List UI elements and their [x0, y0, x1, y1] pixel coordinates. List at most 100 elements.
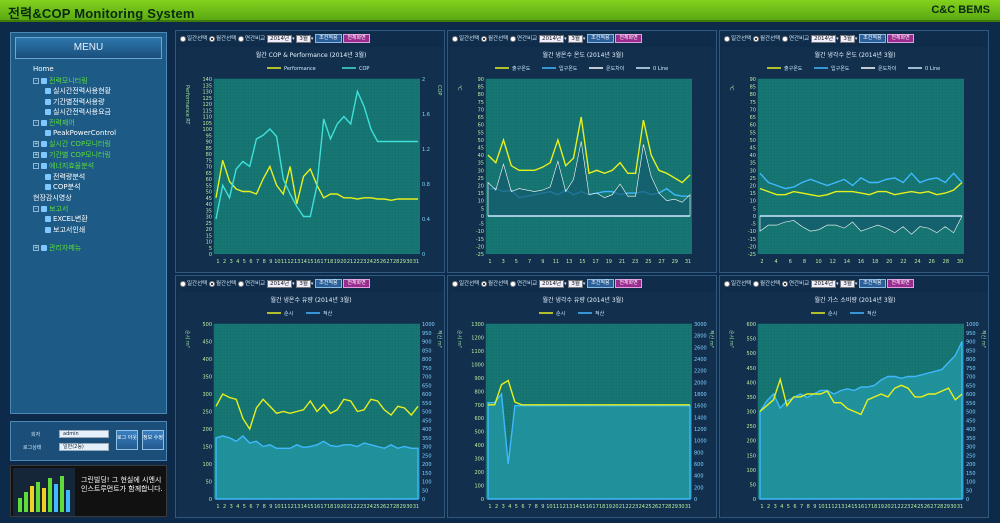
monthly-radio[interactable]: 월간선택: [481, 280, 508, 287]
collapse-icon[interactable]: -: [33, 77, 39, 84]
sidebar-item[interactable]: 현장감시영상: [33, 193, 72, 203]
daily-radio[interactable]: 일간선택: [180, 280, 207, 287]
radio-icon[interactable]: [209, 35, 215, 42]
sidebar-item[interactable]: 실시간전력사용요금: [45, 107, 111, 117]
sidebar-item[interactable]: PeakPowerControl: [45, 129, 116, 137]
radio-icon[interactable]: [782, 280, 788, 287]
chevron-down-icon[interactable]: ▾: [582, 281, 586, 287]
sidebar-item[interactable]: COP분석: [45, 182, 81, 192]
radio-icon[interactable]: [452, 35, 458, 42]
chevron-down-icon[interactable]: ▾: [854, 36, 858, 42]
sidebar-item[interactable]: 전력량분석: [45, 172, 85, 182]
year-select[interactable]: 2014년: [539, 279, 565, 288]
year-select[interactable]: 2014년: [811, 34, 837, 43]
daily-radio[interactable]: 일간선택: [452, 35, 479, 42]
fullscreen-button[interactable]: 전체화면: [343, 279, 370, 288]
radio-icon[interactable]: [209, 280, 215, 287]
radio-icon[interactable]: [238, 35, 244, 42]
promo-banner[interactable]: 그린빌딩! 그 현실에 시엔시인스트루먼트가 함께합니다.: [10, 465, 167, 517]
monthly-radio[interactable]: 월간선택: [753, 280, 780, 287]
sidebar-item[interactable]: + 관리자메뉴: [33, 243, 81, 253]
month-select[interactable]: 3월: [568, 34, 583, 43]
radio-icon[interactable]: [753, 35, 759, 42]
month-select[interactable]: 3월: [296, 34, 311, 43]
fullscreen-button[interactable]: 전체화면: [887, 34, 914, 43]
user-id-field[interactable]: admin: [59, 430, 109, 438]
radio-icon[interactable]: [724, 280, 730, 287]
sidebar-item[interactable]: Home: [33, 65, 54, 73]
fullscreen-button[interactable]: 전체화면: [343, 34, 370, 43]
yearly-radio[interactable]: 연간비교: [510, 280, 537, 287]
fullscreen-button[interactable]: 전체화면: [615, 34, 642, 43]
fullscreen-button[interactable]: 전체화면: [887, 279, 914, 288]
yearly-radio[interactable]: 연간비교: [238, 280, 265, 287]
yearly-radio[interactable]: 연간비교: [510, 35, 537, 42]
yearly-radio[interactable]: 연간비교: [238, 35, 265, 42]
daily-radio[interactable]: 일간선택: [452, 280, 479, 287]
radio-icon[interactable]: [481, 280, 487, 287]
sidebar-item[interactable]: - 에너지효율분석: [33, 161, 94, 171]
expand-icon[interactable]: +: [33, 152, 39, 159]
collapse-icon[interactable]: -: [33, 120, 39, 126]
radio-icon[interactable]: [510, 280, 516, 287]
sidebar-item[interactable]: - 전력모니터링: [33, 76, 88, 86]
chevron-down-icon[interactable]: ▾: [854, 281, 858, 287]
expand-icon[interactable]: +: [33, 245, 39, 252]
radio-icon[interactable]: [481, 35, 487, 42]
chevron-down-icon[interactable]: ▾: [310, 36, 314, 42]
year-select[interactable]: 2014년: [539, 34, 565, 43]
sidebar-item[interactable]: EXCEL변환: [45, 214, 88, 224]
chevron-down-icon[interactable]: ▾: [310, 281, 314, 287]
radio-icon[interactable]: [180, 280, 186, 287]
sidebar-item[interactable]: 실시간전력사용현황: [45, 86, 111, 96]
radio-icon[interactable]: [510, 35, 516, 42]
sidebar-item[interactable]: - 보고서: [33, 204, 68, 214]
radio-icon[interactable]: [753, 280, 759, 287]
apply-button[interactable]: 조건적용: [587, 279, 614, 288]
fullscreen-button[interactable]: 전체화면: [615, 279, 642, 288]
logout-button[interactable]: 로그 아웃: [116, 430, 138, 450]
chevron-down-icon[interactable]: ▾: [836, 36, 839, 42]
radio-icon[interactable]: [238, 280, 244, 287]
month-select[interactable]: 3월: [840, 34, 855, 43]
monthly-radio[interactable]: 월간선택: [481, 35, 508, 42]
daily-radio[interactable]: 일간선택: [180, 35, 207, 42]
monthly-radio[interactable]: 월간선택: [209, 35, 236, 42]
chevron-down-icon[interactable]: ▾: [582, 36, 586, 42]
radio-icon[interactable]: [452, 280, 458, 287]
chevron-down-icon[interactable]: ▾: [836, 281, 839, 287]
daily-radio[interactable]: 일간선택: [724, 280, 751, 287]
monthly-radio[interactable]: 월간선택: [753, 35, 780, 42]
radio-icon[interactable]: [724, 35, 730, 42]
chevron-down-icon[interactable]: ▾: [564, 36, 567, 42]
month-select[interactable]: 3월: [840, 279, 855, 288]
chevron-down-icon[interactable]: ▾: [292, 36, 295, 42]
yearly-radio[interactable]: 연간비교: [782, 280, 809, 287]
month-select[interactable]: 3월: [568, 279, 583, 288]
chevron-down-icon[interactable]: ▾: [564, 281, 567, 287]
chevron-down-icon[interactable]: ▾: [292, 281, 295, 287]
apply-button[interactable]: 조건적용: [859, 279, 886, 288]
daily-radio[interactable]: 일간선택: [724, 35, 751, 42]
monthly-radio[interactable]: 월간선택: [209, 280, 236, 287]
radio-icon[interactable]: [782, 35, 788, 42]
radio-icon[interactable]: [180, 35, 186, 42]
yearly-radio[interactable]: 연간비교: [782, 35, 809, 42]
sidebar-item[interactable]: + 실시간 COP모니터링: [33, 139, 111, 149]
collapse-icon[interactable]: -: [33, 163, 39, 170]
edit-info-button[interactable]: 정보 수정: [142, 430, 164, 450]
month-select[interactable]: 3월: [296, 279, 311, 288]
sidebar-item[interactable]: 기간별전력사용량: [45, 97, 105, 107]
apply-button[interactable]: 조건적용: [315, 34, 342, 43]
apply-button[interactable]: 조건적용: [315, 279, 342, 288]
apply-button[interactable]: 조건적용: [587, 34, 614, 43]
year-select[interactable]: 2014년: [811, 279, 837, 288]
year-select[interactable]: 2014년: [267, 279, 293, 288]
expand-icon[interactable]: +: [33, 141, 39, 148]
sidebar-item[interactable]: - 전력제어: [33, 118, 75, 128]
collapse-icon[interactable]: -: [33, 205, 39, 212]
sidebar-item[interactable]: + 기간별 COP모니터링: [33, 150, 111, 160]
apply-button[interactable]: 조건적용: [859, 34, 886, 43]
year-select[interactable]: 2014년: [267, 34, 293, 43]
sidebar-item[interactable]: 보고서인쇄: [45, 225, 85, 235]
